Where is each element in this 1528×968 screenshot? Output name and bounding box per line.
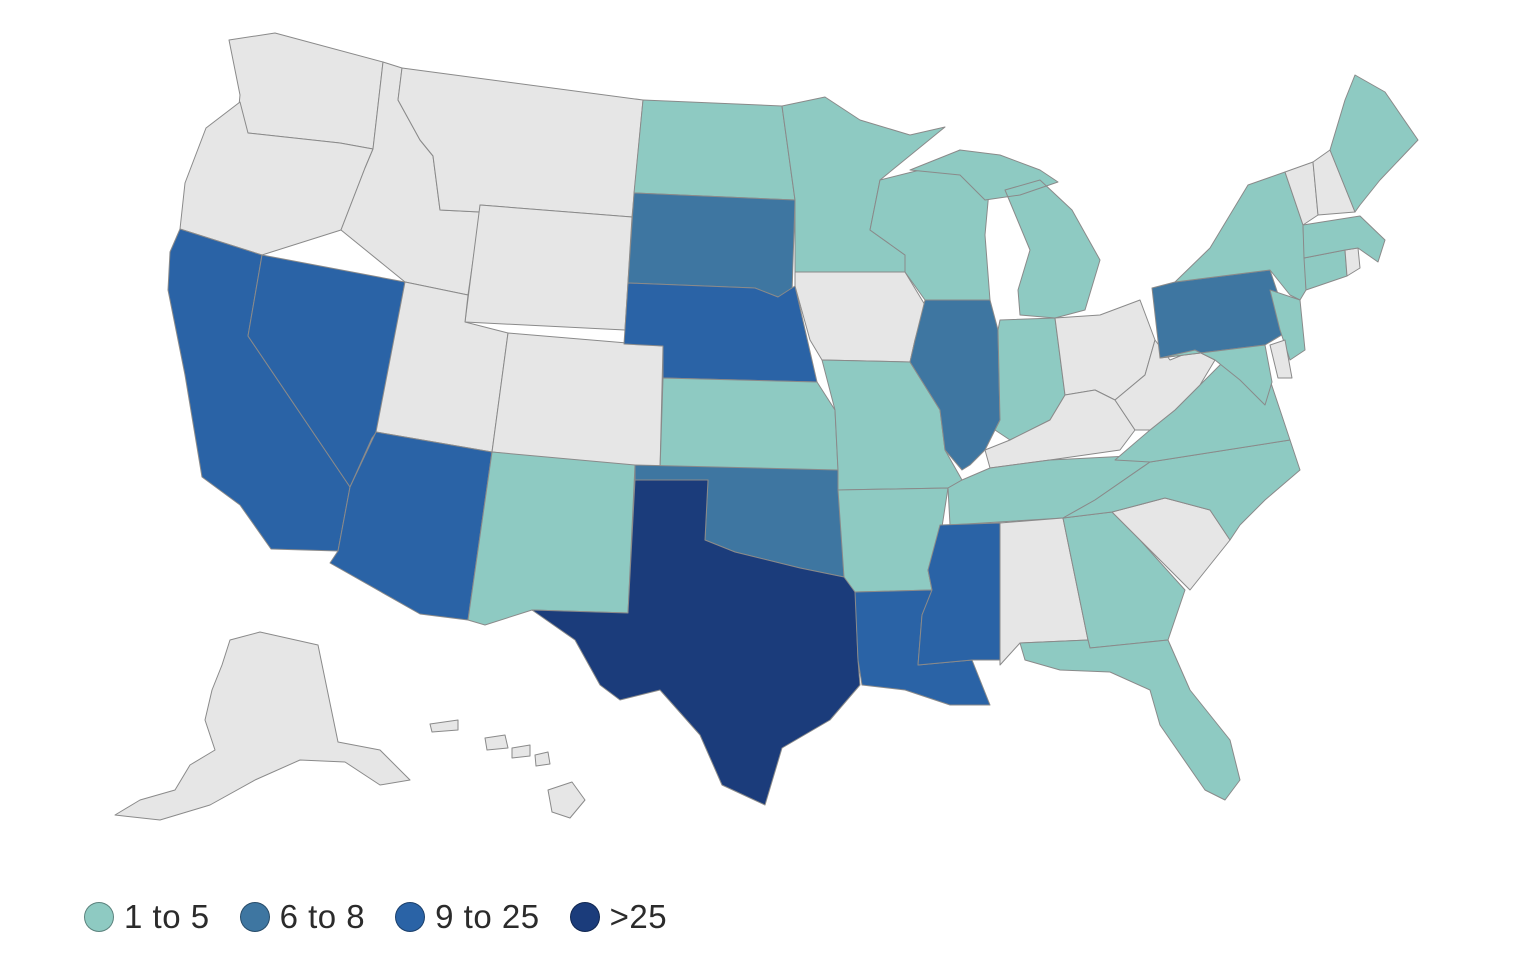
- legend-label: 9 to 25: [435, 898, 540, 935]
- state-md: [1159, 344, 1273, 406]
- state-fl: [1019, 639, 1241, 801]
- state-me: [1329, 74, 1419, 213]
- legend-label: 1 to 5: [124, 898, 210, 935]
- state-nj: [1269, 289, 1306, 361]
- legend-item-gt-25: >25: [569, 898, 668, 936]
- map-legend: 1 to 5 6 to 8 9 to 25 >25: [84, 898, 667, 936]
- state-hi: [429, 719, 586, 819]
- state-nd: [633, 99, 796, 201]
- legend-swatch: [84, 902, 114, 932]
- state-mi: [909, 149, 1101, 319]
- state-tx: [531, 479, 861, 806]
- legend-swatch: [395, 902, 426, 932]
- legend-swatch: [239, 902, 270, 932]
- legend-item-1-to-5: 1 to 5: [84, 898, 210, 936]
- state-de: [1269, 339, 1293, 379]
- legend-item-9-to-25: 9 to 25: [395, 898, 539, 936]
- states-layer: [114, 32, 1419, 821]
- state-ma: [1302, 215, 1386, 263]
- state-ks: [659, 377, 839, 471]
- state-nm: [467, 451, 636, 626]
- state-ia: [794, 271, 926, 363]
- state-pa: [1151, 269, 1291, 359]
- state-sd: [627, 192, 796, 298]
- state-wy: [464, 204, 633, 331]
- state-co: [491, 332, 664, 471]
- state-ri: [1344, 247, 1361, 277]
- legend-label: 6 to 8: [279, 898, 366, 935]
- legend-item-6-to-8: 6 to 8: [239, 898, 366, 936]
- us-choropleth-map: [114, 32, 1419, 821]
- legend-swatch: [569, 902, 600, 932]
- state-wa: [228, 32, 384, 150]
- legend-label: >25: [609, 898, 668, 935]
- state-ak: [114, 631, 411, 821]
